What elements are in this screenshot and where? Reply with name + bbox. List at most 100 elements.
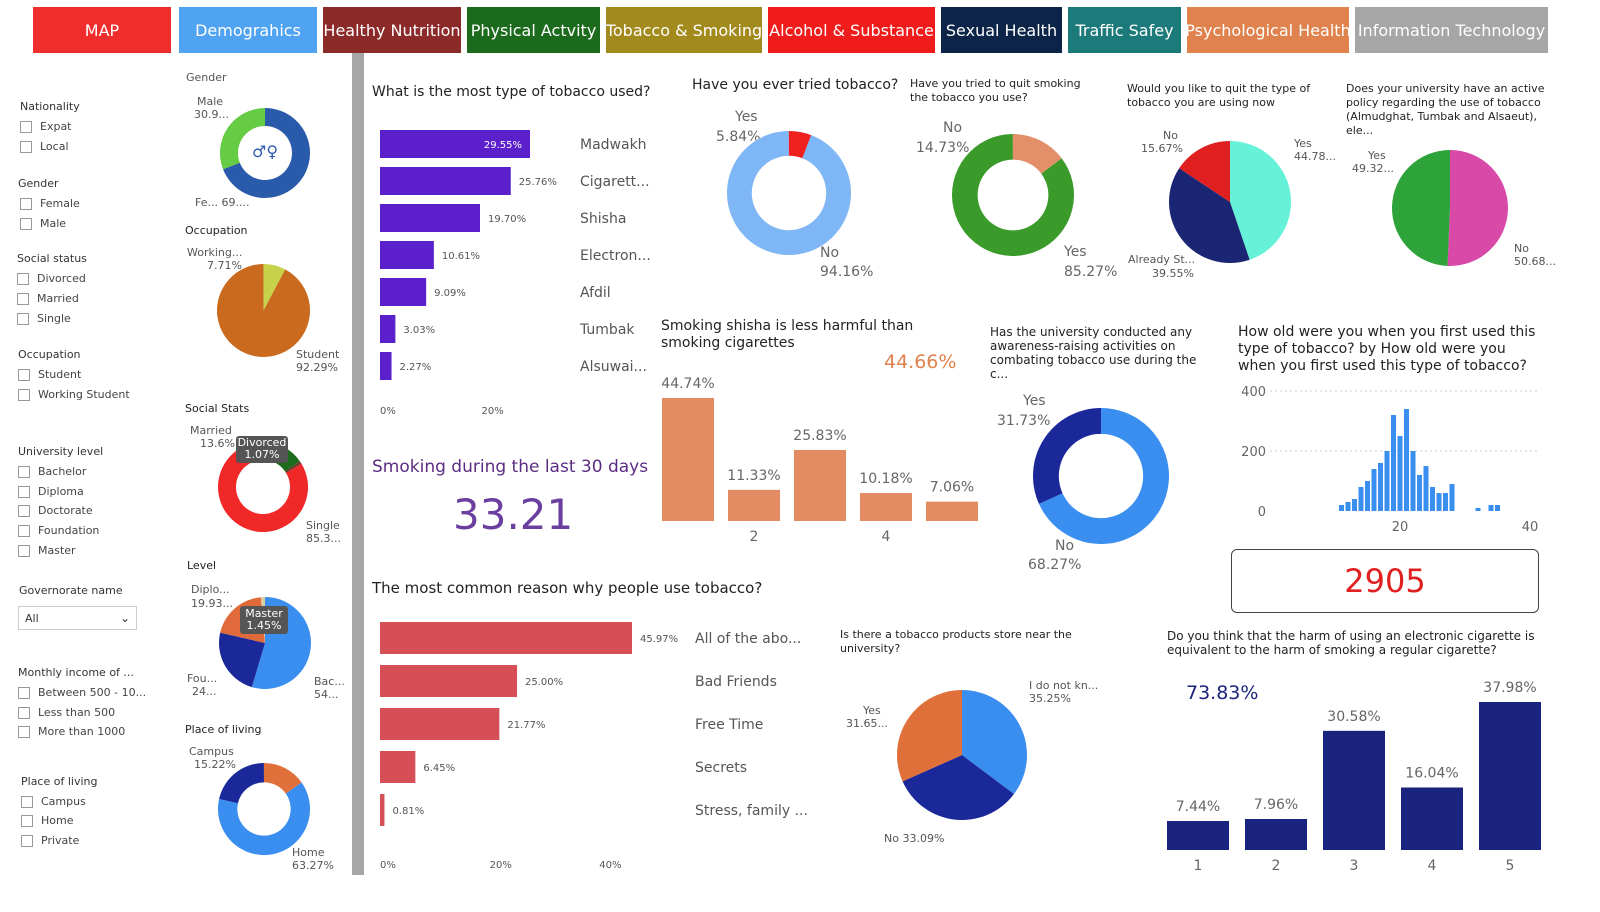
tooltip-divorced: Divorced 1.07% — [236, 436, 288, 463]
tried-value-no: 94.16% — [820, 264, 874, 280]
tobacco-type-data-label: 29.55% — [484, 140, 522, 151]
policy-title: Does your university have an active poli… — [1346, 82, 1545, 137]
checkbox-master[interactable]: Master — [18, 544, 76, 557]
checkbox-working-student[interactable]: Working Student — [18, 388, 130, 401]
quit-like-title: Would you like to quit the type of tobac… — [1127, 82, 1311, 109]
tab-physical-activity[interactable]: Physical Actvity — [467, 7, 600, 53]
shisha-kpi: 44.66% — [884, 351, 957, 373]
reason-category-label: Secrets — [695, 760, 747, 776]
tobacco-type-bar-chart: 29.55% Madwakh 25.76% Cigarett... 19.70% Shis… — [380, 130, 651, 417]
tab-alcohol-substance[interactable]: Alcohol & Substance — [768, 7, 935, 53]
tobacco-type-data-label: 2.27% — [400, 362, 432, 373]
tobacco-type-data-label: 25.76% — [519, 177, 557, 188]
occupation-label-student: Student — [296, 348, 340, 361]
ecig-bar-chart: 7.44% 7.96% 30.58% 16.04% 37.98% 1 2 3 4 5 — [1167, 680, 1541, 874]
policy-slice-1 — [1392, 150, 1450, 266]
shisha-data-label: 25.83% — [793, 428, 846, 444]
tobacco-type-bar — [380, 352, 392, 380]
tab-tobacco-smoking[interactable]: Tobacco & Smoking — [606, 7, 762, 53]
tobacco-type-category-label: Afdil — [580, 285, 611, 301]
tab-healthy-nutrition[interactable]: Healthy Nutrition — [323, 7, 461, 53]
tobacco-type-data-label: 9.09% — [434, 288, 466, 299]
smoking-30-days-title: Smoking during the last 30 days — [372, 457, 649, 477]
tobacco-type-category-label: Cigarett... — [580, 174, 650, 190]
tobacco-type-x-tick: 0% — [380, 406, 396, 417]
checkbox-divorced[interactable]: Divorced — [17, 272, 86, 285]
store-title: Is there a tobacco products store near t… — [840, 628, 1072, 655]
slicer-title-governorate: Governorate name — [19, 584, 123, 597]
tab-information-technology[interactable]: Information Technology — [1355, 7, 1548, 53]
tobacco-type-category-label: Shisha — [580, 211, 626, 227]
checkbox-student[interactable]: Student — [18, 368, 81, 381]
tobacco-type-bar — [380, 315, 396, 343]
checkbox-income-less-500[interactable]: Less than 500 — [18, 706, 115, 719]
social-label-married: Married — [190, 424, 232, 437]
quit-tried-slice-1 — [1012, 134, 1062, 174]
quit-tried-label-yes: Yes — [1064, 244, 1087, 260]
checkbox-foundation[interactable]: Foundation — [18, 524, 99, 537]
tab-psychological-health[interactable]: Psychological Health — [1185, 7, 1351, 53]
ecig-bar — [1245, 818, 1307, 850]
checkbox-income-500-1000[interactable]: Between 500 - 10... — [18, 686, 146, 699]
policy-value-yes: 49.32... — [1352, 162, 1394, 175]
tried-value-yes: 5.84% — [716, 129, 761, 145]
tobacco-type-bar — [380, 241, 434, 269]
place-slice-1 — [219, 763, 264, 804]
ecig-bar — [1323, 730, 1385, 850]
governorate-dropdown[interactable]: All ⌄ — [18, 606, 137, 630]
checkbox-doctorate[interactable]: Doctorate — [18, 504, 93, 517]
reason-bar — [380, 622, 632, 654]
checkbox-bachelor[interactable]: Bachelor — [18, 465, 86, 478]
tobacco-type-data-label: 10.61% — [442, 251, 480, 262]
tobacco-type-data-label: 19.70% — [488, 214, 526, 225]
ecig-bar — [1167, 821, 1229, 850]
quit-tried-label-no: No — [943, 120, 963, 136]
slicer-title-university-level: University level — [18, 445, 104, 458]
place-slice-2 — [263, 763, 302, 794]
tab-traffic-safety[interactable]: Traffic Safey — [1068, 7, 1181, 53]
tobacco-type-bar — [380, 278, 427, 306]
checkbox-male[interactable]: Male — [20, 217, 66, 230]
gender-value-male: 30.9... — [194, 108, 229, 121]
age-y-tick: 0 — [1258, 505, 1266, 520]
tab-demographics[interactable]: Demograhics — [179, 7, 317, 53]
ecig-x-tick: 4 — [1428, 858, 1437, 874]
checkbox-diploma[interactable]: Diploma — [18, 485, 84, 498]
social-label-single: Single — [306, 519, 340, 532]
shisha-data-label: 11.33% — [727, 468, 780, 484]
age-bar — [1339, 505, 1344, 511]
ecig-title: Do you think that the harm of using an e… — [1167, 629, 1535, 657]
reason-bar — [380, 751, 416, 783]
ecig-x-tick: 3 — [1350, 858, 1359, 874]
checkbox-local[interactable]: Local — [20, 140, 69, 153]
checkbox-private[interactable]: Private — [21, 834, 79, 847]
checkbox-married[interactable]: Married — [17, 292, 79, 305]
slicer-title-nationality: Nationality — [20, 100, 80, 113]
checkbox-campus[interactable]: Campus — [21, 795, 86, 808]
ecig-kpi: 73.83% — [1186, 682, 1259, 704]
governorate-dropdown-value: All — [25, 611, 39, 625]
checkbox-home[interactable]: Home — [21, 814, 73, 827]
reason-bar — [380, 665, 518, 697]
place-label-home: Home — [292, 846, 325, 859]
people-icon: ♂♀ — [252, 139, 278, 165]
checkbox-female[interactable]: Female — [20, 197, 80, 210]
shisha-data-label: 44.74% — [661, 376, 714, 392]
slicer-title-gender: Gender — [18, 177, 59, 190]
reason-category-label: Stress, family ... — [695, 803, 808, 819]
quit-like-label-yes: Yes — [1294, 137, 1312, 150]
checkbox-single[interactable]: Single — [17, 312, 71, 325]
age-bar — [1378, 463, 1383, 511]
level-label-bachelor: Bac... — [314, 675, 345, 688]
place-label-campus: Campus — [189, 745, 234, 758]
checkbox-income-more-1000[interactable]: More than 1000 — [18, 725, 125, 738]
age-x-tick: 20 — [1392, 520, 1409, 535]
age-bar — [1345, 502, 1351, 511]
checkbox-expat[interactable]: Expat — [20, 120, 72, 133]
gender-slice-1 — [220, 108, 265, 170]
store-pie-chart — [897, 690, 1027, 820]
tab-sexual-health[interactable]: Sexual Health — [941, 7, 1062, 53]
tab-map[interactable]: MAP — [33, 7, 171, 53]
shisha-bar — [926, 501, 978, 521]
quit-tried-donut-chart — [952, 134, 1074, 256]
